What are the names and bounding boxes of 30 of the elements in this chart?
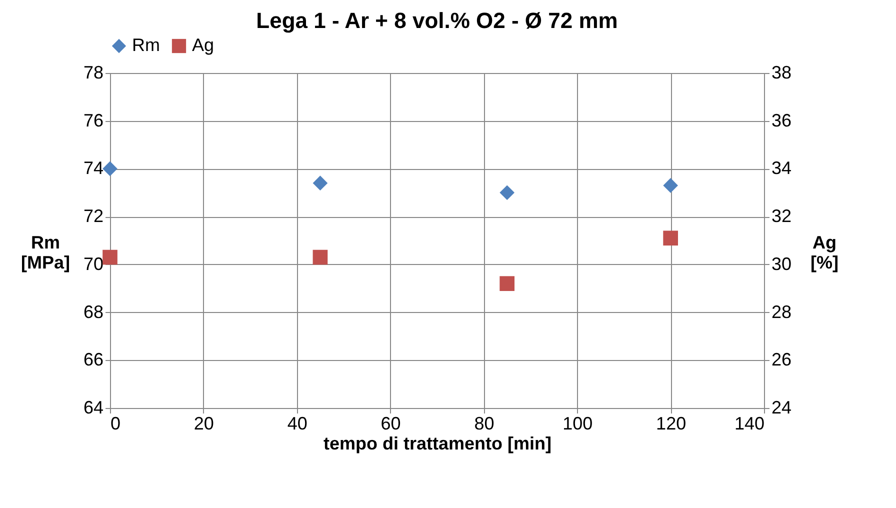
y-tick-label: 64	[83, 398, 104, 418]
y-tick-label: 72	[83, 206, 104, 226]
y2-tick-label: 30	[772, 254, 792, 274]
y2-tick-label: 24	[772, 398, 792, 418]
chart-title: Lega 1 - Ar + 8 vol.% O2 - Ø 72 mm	[256, 8, 618, 33]
y2-tick-label: 26	[772, 350, 792, 370]
y-tick-label: 78	[83, 62, 104, 82]
y-tick-label: 66	[83, 350, 104, 370]
y-tick-label: 74	[83, 158, 104, 178]
y2-tick-label: 32	[772, 206, 792, 226]
y-axis-title: Rm [MPa]	[21, 232, 70, 272]
x-tick-label: 60	[380, 414, 401, 434]
x-tick-label: 100	[562, 414, 593, 434]
y2-tick-label: 36	[772, 110, 792, 130]
y2-axis-title: Ag [%]	[810, 232, 838, 272]
legend-label: Rm	[132, 35, 160, 55]
x-tick-label: 0	[110, 414, 121, 434]
legend-label: Ag	[192, 35, 214, 55]
y2-tick-label: 38	[772, 62, 792, 82]
x-axis-title: tempo di trattamento [min]	[324, 434, 552, 454]
x-tick-label: 40	[287, 414, 308, 434]
x-tick-label: 80	[474, 414, 494, 434]
x-tick-label: 20	[194, 414, 214, 434]
y-tick-label: 76	[83, 110, 104, 130]
x-tick-label: 120	[656, 414, 686, 434]
y-tick-label: 68	[83, 302, 104, 322]
y2-tick-label: 28	[772, 302, 792, 322]
x-tick-label: 140	[734, 414, 764, 434]
y2-tick-label: 34	[772, 158, 792, 178]
y-tick-label: 70	[83, 254, 104, 274]
